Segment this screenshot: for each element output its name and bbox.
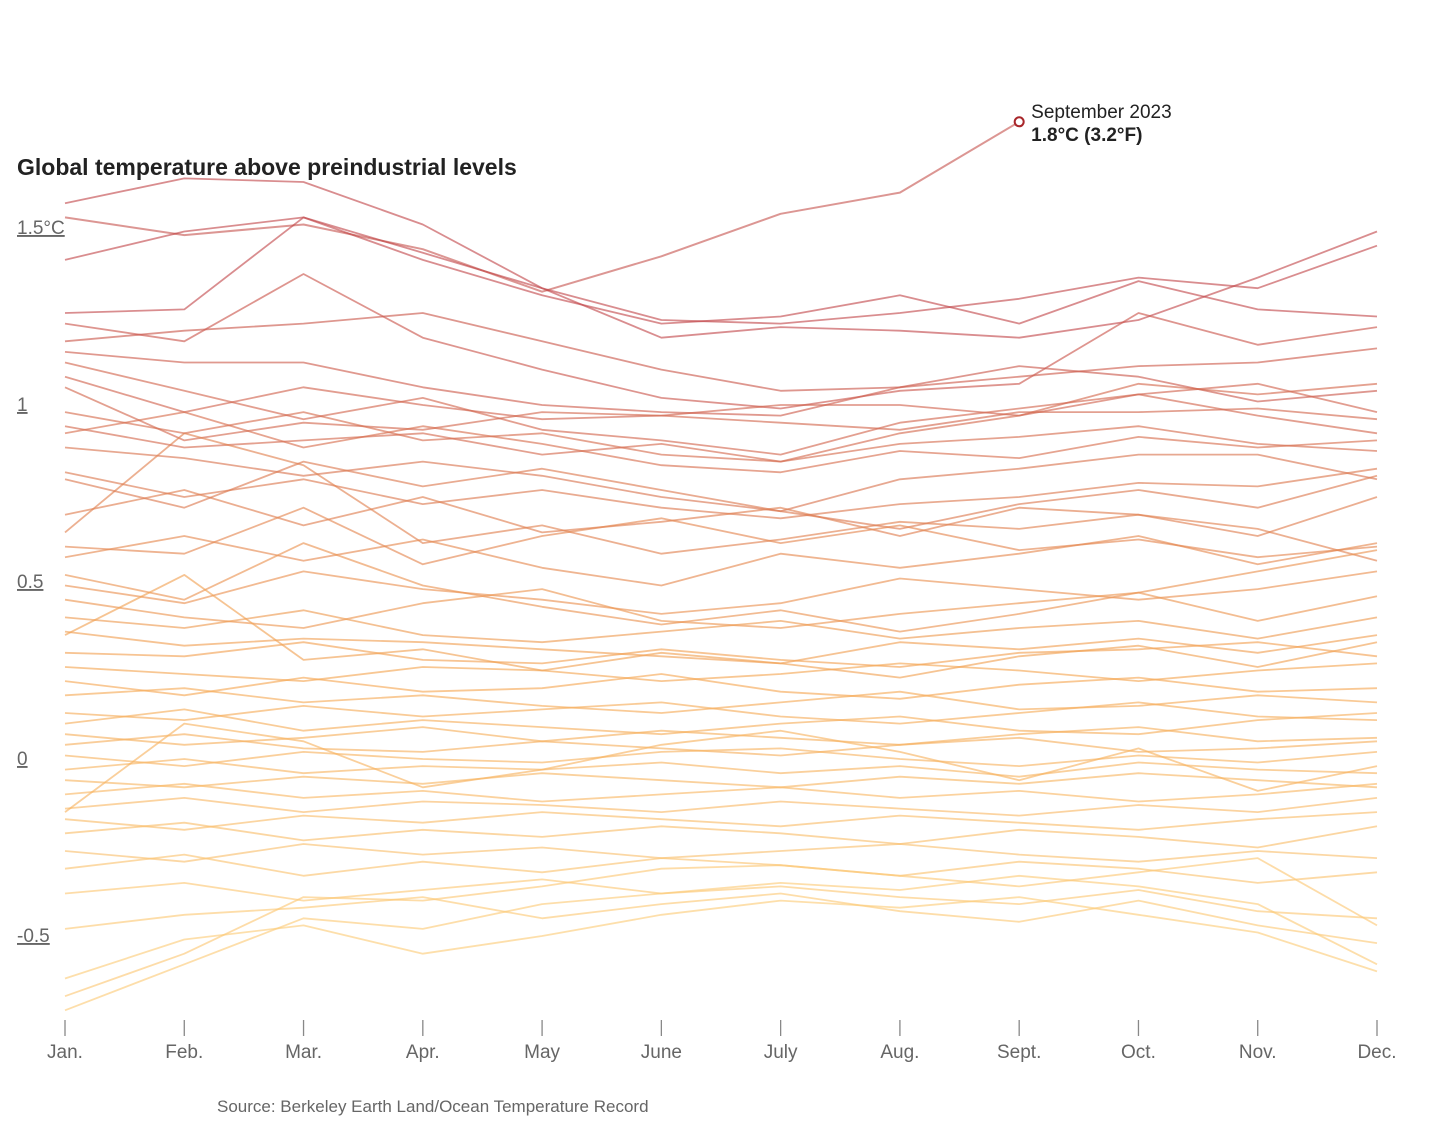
series-line (64, 570, 1378, 615)
series-line (64, 782, 1378, 803)
series-line (64, 609, 1378, 644)
series-line (64, 874, 1378, 1012)
series-line (64, 878, 1378, 920)
series-line (64, 797, 1378, 817)
x-tick-label: May (524, 1042, 560, 1063)
series-line (64, 733, 1378, 757)
x-tick-label: Mar. (285, 1042, 322, 1063)
x-tick-label: June (641, 1042, 682, 1063)
x-tick-label: Apr. (406, 1042, 440, 1063)
series-line (64, 216, 1378, 325)
y-tick-label: 0 (17, 749, 28, 770)
series-line (64, 542, 1378, 633)
series-line (64, 853, 1378, 884)
series-line (64, 821, 1378, 849)
series-line (64, 574, 1378, 679)
series-line (64, 673, 1378, 700)
series-line (64, 630, 1378, 665)
series-line (64, 177, 1378, 339)
series-line (64, 411, 1378, 463)
series-line (64, 312, 1378, 403)
series-line (64, 460, 1378, 530)
annotation-value: 1.8°C (3.2°F) (1031, 125, 1142, 146)
source-note: Source: Berkeley Earth Land/Ocean Temper… (217, 1097, 649, 1116)
series-line (64, 489, 1378, 537)
x-tick-label: Nov. (1239, 1042, 1277, 1063)
series-line (64, 506, 1378, 566)
series-line (64, 662, 1378, 682)
series-line (64, 708, 1378, 736)
series-line (64, 273, 1378, 410)
x-tick-label: Feb. (165, 1042, 203, 1063)
series-line (64, 843, 1378, 863)
series-line (64, 446, 1378, 513)
x-tick-label: Aug. (880, 1042, 919, 1063)
series-line (64, 811, 1378, 831)
series-line (64, 641, 1378, 668)
series-line (64, 758, 1378, 778)
highlight-point (1013, 116, 1025, 128)
y-tick-label: 0.5 (17, 572, 43, 593)
series-layer (64, 177, 1378, 1012)
series-line (64, 857, 1378, 998)
series-line (64, 386, 1378, 442)
x-tick-label: Oct. (1121, 1042, 1156, 1063)
chart-title: Global temperature above preindustrial l… (17, 154, 517, 180)
series-line (64, 535, 1378, 587)
series-line (64, 722, 1378, 813)
series-line (64, 892, 1378, 944)
x-tick-label: July (764, 1042, 798, 1063)
x-tick-label: Jan. (47, 1042, 83, 1063)
series-line (64, 347, 1378, 417)
series-line (64, 467, 1378, 520)
series-line (64, 896, 1378, 980)
x-tick-label: Dec. (1357, 1042, 1396, 1063)
series-line (64, 588, 1378, 629)
annotation-title: September 2023 (1031, 102, 1172, 123)
series-line (64, 375, 1378, 421)
series-line (64, 361, 1378, 456)
x-axis: Jan. Feb. Mar. Apr. May June July Aug. Sept. Oct.… (47, 1020, 1397, 1063)
y-tick-label: -0.5 (17, 926, 50, 947)
series-line (64, 701, 1378, 725)
y-axis: 1.5°C 1 0.5 0 -0.5 (17, 218, 65, 947)
x-tick-label: Sept. (997, 1042, 1041, 1063)
highlight-series-line (64, 120, 1020, 293)
series-line (64, 432, 1378, 562)
y-tick-label: 1.5°C (17, 218, 65, 239)
series-line (64, 747, 1378, 767)
series-line (64, 772, 1378, 789)
y-tick-label: 1 (17, 395, 28, 416)
series-line (64, 411, 1378, 474)
series-line (64, 216, 1378, 325)
